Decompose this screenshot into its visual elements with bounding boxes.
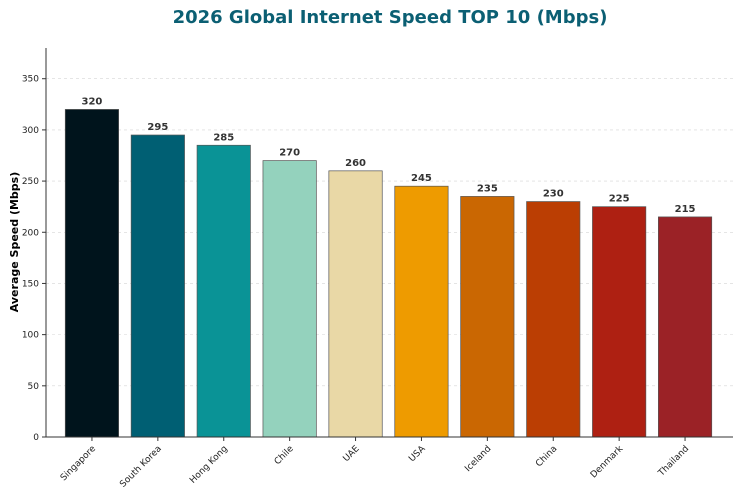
data-label: 245	[411, 173, 432, 184]
data-label: 285	[213, 132, 234, 143]
data-label: 230	[543, 189, 564, 200]
x-tick-label: Singapore	[59, 444, 99, 484]
bar-china	[526, 201, 581, 438]
bar-singapore	[64, 109, 119, 438]
x-tick-label: Thailand	[656, 444, 691, 479]
y-tick-label: 100	[22, 331, 39, 341]
bar-iceland	[460, 196, 515, 438]
chart-title: 2026 Global Internet Speed TOP 10 (Mbps)	[173, 7, 608, 28]
bar-usa	[394, 185, 449, 438]
x-tick-label: Chile	[273, 444, 296, 467]
bar-hong-kong	[196, 144, 251, 438]
x-tick-label: Iceland	[463, 444, 493, 474]
x-tick-label: South Korea	[118, 444, 164, 490]
data-label: 225	[609, 194, 630, 205]
data-label: 260	[345, 158, 366, 169]
y-tick-label: 350	[22, 75, 39, 85]
data-labels: 320 295 285 270 260 245 235 230 225 215	[82, 96, 696, 214]
y-tick-label: 300	[22, 126, 39, 136]
y-tick-label: 250	[22, 177, 39, 187]
data-label: 270	[279, 148, 300, 159]
x-tick-label: USA	[407, 443, 428, 464]
data-label: 295	[147, 122, 168, 133]
data-label: 215	[675, 204, 696, 215]
x-tick-label: UAE	[342, 444, 362, 464]
bar-chile	[262, 160, 317, 438]
bar-denmark	[592, 206, 647, 438]
bar-uae	[328, 170, 383, 438]
data-label: 320	[82, 96, 103, 107]
bar-south-korea	[130, 134, 185, 438]
y-axis-ticks: 0 50 100 150 200 250 300 350	[22, 75, 46, 443]
y-tick-label: 200	[22, 228, 39, 238]
x-axis-ticks: Singapore South Korea Hong Kong Chile UAE USA…	[59, 437, 691, 490]
y-tick-label: 50	[28, 382, 40, 392]
y-tick-label: 150	[22, 279, 39, 289]
y-axis-label: Average Speed (Mbps)	[8, 172, 21, 312]
x-tick-label: Hong Kong	[188, 444, 230, 486]
x-tick-label: Denmark	[589, 443, 626, 480]
x-tick-label: China	[534, 444, 559, 469]
bars	[64, 109, 713, 438]
data-label: 235	[477, 183, 498, 194]
bar-thailand	[658, 216, 713, 438]
y-tick-label: 0	[33, 433, 39, 443]
